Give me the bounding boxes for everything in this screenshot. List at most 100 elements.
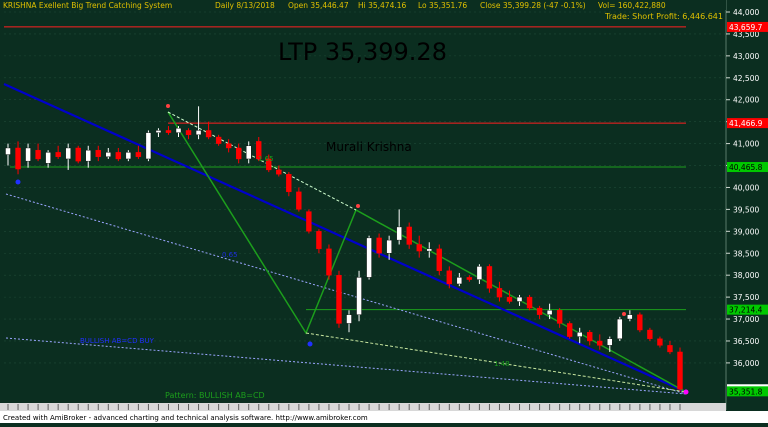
candle-body (115, 152, 122, 160)
candle-body (386, 239, 392, 254)
axis-tick-label: 37,500 (733, 293, 759, 302)
fib-label-2: 1.48 (494, 360, 510, 368)
price-tag (727, 118, 768, 129)
author-label: Murali Krishna (326, 140, 412, 154)
candle-body (426, 248, 432, 252)
candle-body (276, 169, 282, 175)
candle-body (546, 310, 553, 315)
candle-body (336, 274, 342, 324)
trade-status: Trade: Short Profit: 6,446.641 (604, 12, 723, 21)
candle-body (356, 277, 362, 315)
footer-credit: Created with AmiBroker - advanced charti… (3, 414, 368, 422)
gridlines (4, 11, 726, 364)
candle-body (366, 237, 372, 278)
candle-body (145, 132, 152, 160)
candle-body (466, 277, 473, 280)
candle-body (266, 158, 272, 171)
candle-body (446, 270, 453, 285)
bottom-channel-dotted (5, 337, 687, 395)
candle-body (647, 329, 653, 339)
candle-body (677, 351, 683, 390)
candle-body (376, 237, 382, 254)
axis-tick-label: 43,500 (733, 30, 759, 39)
candle-body (306, 211, 312, 232)
pattern-label: Pattern: BULLISH AB=CD (165, 391, 265, 400)
candle-body (155, 130, 162, 133)
axis-tick-label: 41,000 (733, 140, 759, 149)
candle-body (496, 288, 503, 298)
candle-body (516, 296, 523, 302)
ac-dashed-line (167, 111, 357, 211)
price-axis-panel (726, 0, 768, 423)
header-bar (0, 0, 726, 10)
candle-body (416, 244, 422, 252)
axis-tick-label: 44,000 (733, 8, 759, 17)
fib-label-3: 0.65 (222, 251, 238, 259)
axis-tick-label: 38,500 (733, 249, 759, 258)
candle-body (55, 152, 61, 157)
candle-body (225, 143, 232, 149)
candle-body (85, 149, 91, 162)
candle-body (185, 130, 192, 136)
candle-body (577, 332, 583, 337)
candle-body (326, 248, 332, 276)
candle-body (607, 338, 613, 346)
header-low: Lo 35,351.76 (418, 1, 467, 10)
pattern-markers (15, 104, 689, 395)
candle-body (105, 152, 111, 157)
candle-body (476, 266, 483, 280)
candle-body (526, 296, 533, 309)
footer-bar (0, 411, 768, 423)
candle-body (536, 307, 543, 315)
point-b-marker (307, 341, 313, 347)
candle-body (637, 314, 643, 331)
candle-body (566, 323, 573, 337)
header-open: Open 35,446.47 (288, 1, 349, 10)
candle-body (556, 310, 563, 324)
price-tag-label: 37,214.4 (729, 306, 763, 315)
axis-tick-label: 39,500 (733, 205, 759, 214)
candle-body (506, 296, 513, 302)
point-c-marker (356, 204, 360, 208)
candle-body (75, 147, 81, 162)
candle-body (587, 332, 593, 342)
ltp-label: LTP 35,399.28 (278, 38, 447, 66)
price-tag-label: 35,351.8 (729, 387, 763, 396)
candle-body (65, 147, 71, 160)
date-strip (0, 403, 726, 411)
price-tag (727, 21, 768, 32)
header-title: KRISHNA Exellent Big Trend Catching Syst… (3, 1, 172, 10)
candle-body (135, 152, 142, 157)
price-tag (727, 162, 768, 173)
candle-body (25, 147, 31, 162)
axis-tick-label: 37,000 (733, 315, 759, 324)
candle-body (175, 128, 182, 133)
candle-body (205, 130, 212, 138)
candle-body (667, 345, 673, 353)
axis-tick-label: 36,500 (733, 337, 759, 346)
candle-body (486, 266, 493, 289)
price-tag (727, 304, 768, 315)
fib-label-1: 1.65 (258, 155, 274, 163)
price-tag-label: 40,465.8 (729, 163, 763, 172)
axis-tick-label: 38,000 (733, 271, 759, 280)
price-tags: 43,659.741,466.940,465.837,214.435,399.3… (727, 21, 768, 397)
bullish-note: BULLISH AB=CD BUY (80, 337, 155, 345)
candle-body (235, 147, 242, 160)
price-tag (727, 386, 768, 397)
price-tag-label: 43,659.7 (729, 23, 763, 32)
candle-body (456, 277, 463, 285)
candle-body (95, 149, 101, 157)
candles (5, 106, 683, 392)
candle-body (406, 226, 412, 245)
candle-body (657, 338, 663, 346)
point-a-marker (166, 104, 170, 108)
candle-body (165, 130, 172, 133)
swing-low-marker (15, 179, 21, 185)
candle-body (346, 314, 352, 324)
candle-body (296, 191, 302, 210)
date-ticks (7, 404, 681, 410)
axis-tick-label: 42,500 (733, 74, 759, 83)
